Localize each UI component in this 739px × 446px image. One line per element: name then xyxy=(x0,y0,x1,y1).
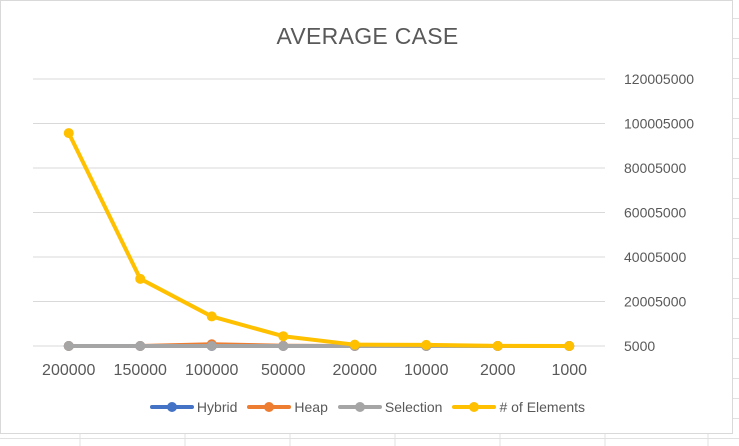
x-tick-label: 2000 xyxy=(480,362,516,379)
legend: Hybrid Heap Selection # of Elements xyxy=(1,399,734,415)
legend-item[interactable]: Heap xyxy=(247,399,328,415)
data-point[interactable] xyxy=(206,341,217,351)
y-tick-label: 80005000 xyxy=(624,160,687,176)
y-tick-label: 100005000 xyxy=(624,116,694,132)
data-point[interactable] xyxy=(278,331,289,342)
x-tick-label: 50000 xyxy=(261,362,306,379)
data-point[interactable] xyxy=(349,339,360,350)
legend-marker-icon xyxy=(337,402,382,412)
y-tick-label: 40005000 xyxy=(624,249,687,265)
legend-item[interactable]: # of Elements xyxy=(452,399,585,415)
legend-marker-icon xyxy=(452,402,497,412)
data-point[interactable] xyxy=(421,339,432,350)
legend-item[interactable]: Selection xyxy=(337,399,443,415)
data-point[interactable] xyxy=(63,128,74,139)
data-point[interactable] xyxy=(63,341,74,351)
chart-area[interactable]: AVERAGE CASE 5000 20005000 40005000 6000500… xyxy=(0,0,733,434)
x-tick-label: 10000 xyxy=(404,362,449,379)
data-point[interactable] xyxy=(492,340,503,351)
legend-marker-icon xyxy=(149,402,194,412)
data-point[interactable] xyxy=(206,311,217,322)
legend-label: Selection xyxy=(384,399,443,415)
plot-area: 5000 20005000 40005000 60005000 80005000 1000… xyxy=(33,71,694,379)
legend-label: Heap xyxy=(294,399,328,415)
x-tick-label: 150000 xyxy=(114,362,167,379)
chart-title: AVERAGE CASE xyxy=(276,23,459,49)
data-point[interactable] xyxy=(564,340,575,351)
legend-marker-icon xyxy=(247,402,292,412)
legend-label: Hybrid xyxy=(196,399,238,415)
data-point[interactable] xyxy=(278,341,289,351)
x-tick-label: 100000 xyxy=(185,362,238,379)
legend-label: # of Elements xyxy=(499,399,586,415)
y-tick-label: 20005000 xyxy=(624,294,687,310)
y-tick-label: 5000 xyxy=(624,338,655,354)
series-line[interactable] xyxy=(66,131,572,348)
y-tick-label: 120005000 xyxy=(624,71,694,87)
legend-item[interactable]: Hybrid xyxy=(149,399,238,415)
data-point[interactable] xyxy=(135,341,146,351)
x-tick-label: 20000 xyxy=(333,362,378,379)
data-point[interactable] xyxy=(135,273,146,284)
x-tick-label: 200000 xyxy=(42,362,95,379)
x-tick-label: 1000 xyxy=(551,362,587,379)
y-tick-label: 60005000 xyxy=(624,205,687,221)
